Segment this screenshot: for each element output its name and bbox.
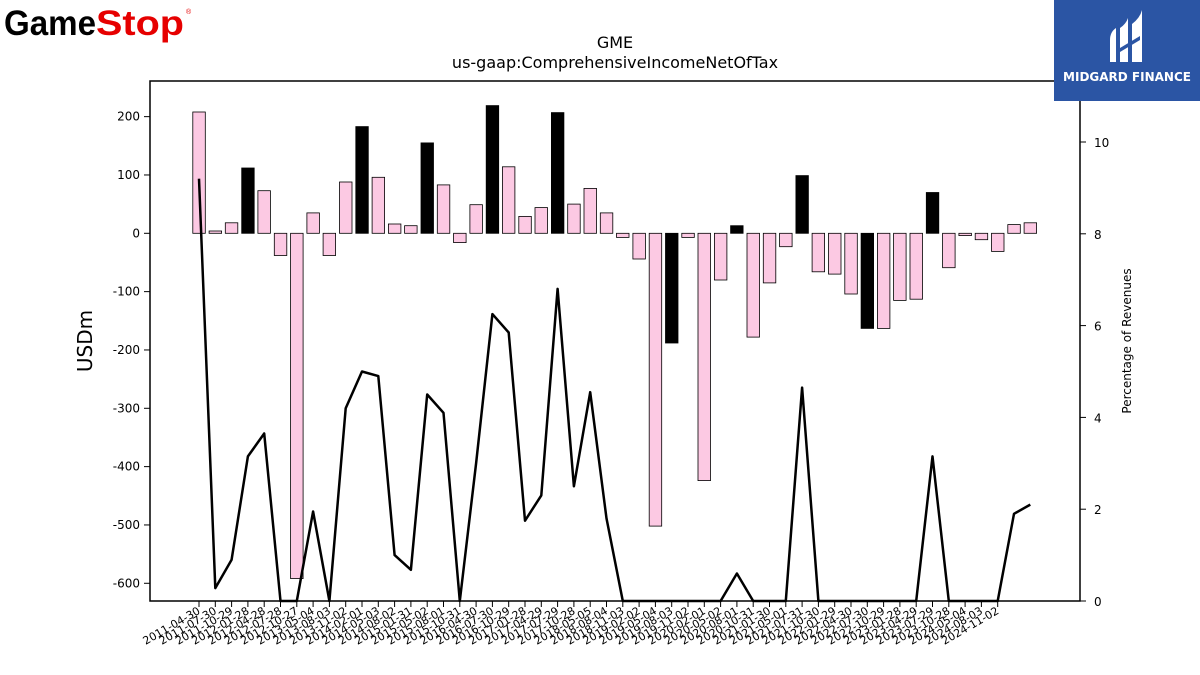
bar — [518, 215, 532, 234]
bar — [648, 232, 663, 527]
y2-tick-label: 4 — [1094, 411, 1102, 425]
y-tick-label: 100 — [117, 168, 140, 182]
y2-tick-label: 0 — [1094, 595, 1102, 609]
y-tick-label: 200 — [117, 110, 140, 124]
chart-title: GME — [597, 33, 633, 52]
bar — [632, 232, 646, 260]
bar — [273, 232, 288, 256]
bar — [551, 112, 565, 234]
y-tick-label: -100 — [113, 285, 140, 299]
bar — [811, 232, 825, 273]
bar — [241, 167, 255, 234]
gamestop-logo-stop: Stop — [96, 4, 184, 43]
bar — [844, 232, 858, 295]
bar — [501, 166, 516, 234]
plot-frame — [149, 80, 1081, 602]
bar — [290, 232, 304, 579]
y-axis-right: 10 8 6 4 2 0 — [1080, 136, 1109, 609]
bar — [306, 212, 320, 234]
bar — [208, 230, 223, 234]
y2-axis-label: Percentage of Revenues — [1120, 268, 1134, 413]
y2-tick-label: 8 — [1094, 228, 1102, 242]
gamestop-logo: Game Stop ® — [4, 4, 192, 43]
bar — [681, 232, 695, 238]
bar — [665, 232, 679, 344]
bar — [974, 232, 989, 241]
y-tick-label: -200 — [113, 343, 140, 357]
bar — [371, 176, 386, 234]
bar — [991, 232, 1005, 252]
bar — [730, 225, 744, 234]
bar — [942, 232, 956, 269]
bar — [762, 232, 777, 284]
bar — [192, 111, 206, 234]
bar — [795, 175, 809, 234]
bar — [583, 187, 597, 234]
bar — [339, 181, 353, 234]
bar — [355, 126, 369, 234]
midgard-logo-text: MIDGARD FINANCE — [1063, 70, 1191, 84]
gamestop-logo-game: Game — [4, 4, 96, 43]
bar — [257, 190, 271, 234]
bar — [697, 232, 711, 482]
bar — [714, 232, 728, 281]
y-tick-label: -300 — [113, 401, 140, 415]
y-tick-label: -400 — [113, 460, 140, 474]
y2-tick-label: 10 — [1094, 136, 1109, 150]
bar — [224, 222, 239, 234]
bar — [616, 232, 630, 238]
bar — [958, 232, 972, 237]
bar — [567, 203, 581, 234]
bar — [746, 232, 760, 338]
y2-tick-label: 6 — [1094, 320, 1102, 334]
bar — [420, 142, 434, 234]
bar — [404, 225, 418, 234]
bar — [893, 232, 907, 301]
bar — [453, 232, 467, 244]
bar — [387, 223, 402, 234]
y-tick-label: -600 — [113, 576, 140, 590]
chart-subtitle: us-gaap:ComprehensiveIncomeNetOfTax — [452, 53, 778, 72]
y-axis-left: 200 100 0 -100 -200 -300 -400 -500 -600 — [113, 110, 150, 590]
y-tick-label: -500 — [113, 518, 140, 532]
bar — [909, 232, 923, 300]
bar — [925, 192, 940, 234]
y-tick-label: 0 — [132, 226, 140, 240]
gamestop-logo-mark: ® — [186, 8, 192, 16]
bar — [860, 232, 874, 329]
bar — [877, 232, 891, 329]
bar — [485, 105, 500, 234]
bar — [1023, 222, 1037, 234]
midgard-finance-logo: MIDGARD FINANCE — [1054, 0, 1200, 101]
midgard-emblem-icon: MIDGARD FINANCE — [1063, 10, 1191, 84]
bar — [534, 207, 548, 234]
bar-series — [192, 105, 1037, 579]
bar — [779, 232, 793, 248]
bar — [322, 232, 337, 256]
y-axis-label: USDm — [73, 310, 97, 372]
bar — [436, 184, 451, 234]
bar — [1007, 224, 1021, 234]
bar — [599, 212, 614, 234]
y2-tick-label: 2 — [1094, 503, 1102, 517]
x-axis: 2011-04-302011-07-302011-10-292012-01-28… — [141, 601, 1001, 648]
bar — [828, 232, 842, 275]
bar — [469, 204, 483, 234]
